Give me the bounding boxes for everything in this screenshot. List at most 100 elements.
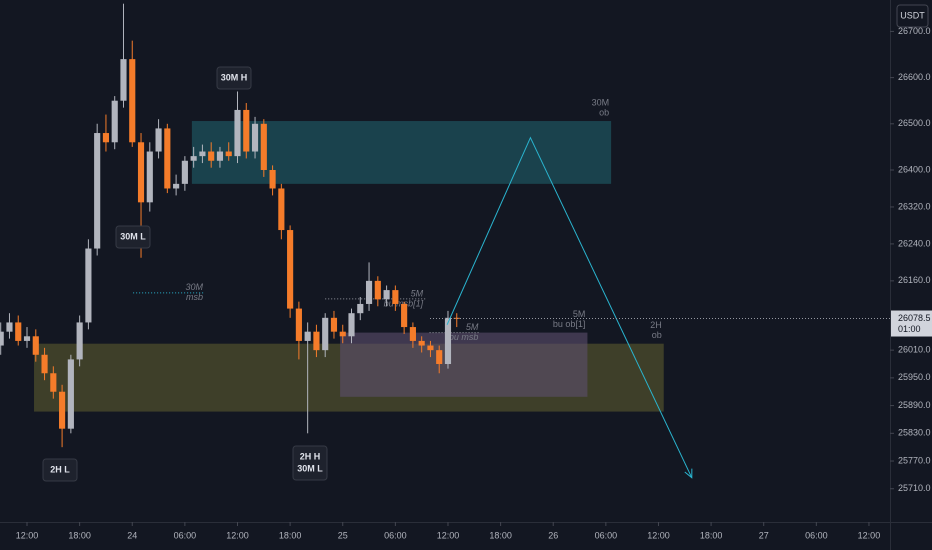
candle-body [137, 142, 145, 203]
x-tick-label: 24 [127, 530, 137, 540]
x-tick-label: 18:00 [279, 530, 302, 540]
y-tick-label: 26240.0 [898, 238, 931, 248]
y-tick-label: 26400.0 [898, 164, 931, 174]
candle-body [76, 322, 83, 360]
zone-label: ob [652, 330, 662, 340]
y-tick-label: 25950.0 [898, 372, 931, 382]
annotation-box [115, 225, 151, 249]
candle-body [111, 100, 118, 143]
candle-body [295, 308, 302, 341]
y-tick-label: 26700.0 [898, 26, 931, 36]
candle-body [146, 151, 153, 203]
candle-body [287, 230, 294, 309]
candle-body [401, 303, 408, 328]
y-tick-label: 26160.0 [898, 275, 931, 285]
x-tick-label: 12:00 [226, 530, 249, 540]
candle-body [6, 322, 13, 332]
annotation-label: 2H H [300, 451, 321, 461]
x-tick-label: 26 [548, 530, 558, 540]
y-tick-label: 26010.0 [898, 345, 931, 355]
candle-body [50, 373, 57, 392]
candle-body [444, 317, 452, 365]
y-tick-label: 25890.0 [898, 400, 931, 410]
y-tick-label: 26600.0 [898, 72, 931, 82]
y-tick-label: 26320.0 [898, 201, 931, 211]
x-tick-label: 12:00 [647, 530, 670, 540]
x-tick-label: 12:00 [16, 530, 39, 540]
candle-body [427, 345, 434, 351]
candle-body [234, 109, 241, 157]
candle-body [243, 109, 250, 152]
candle-body [15, 322, 22, 341]
countdown-label: 01:00 [898, 324, 921, 334]
annotation-box [292, 445, 328, 481]
x-tick-label: 25 [338, 530, 348, 540]
x-tick-label: 27 [759, 530, 769, 540]
candle-body [129, 59, 136, 143]
x-tick-label: 06:00 [595, 530, 618, 540]
annotation-box [42, 458, 78, 482]
annotation-label: 30M H [221, 72, 248, 82]
candle-body [313, 331, 320, 351]
candle-body [383, 290, 390, 300]
zone-label: bu ob[1] [553, 319, 586, 329]
candle-body [374, 280, 381, 300]
y-tick-label: 25830.0 [898, 428, 931, 438]
x-tick-label: 06:00 [384, 530, 407, 540]
last-price-box [891, 310, 932, 337]
candle-body [365, 280, 373, 304]
x-tick-label: 06:00 [805, 530, 828, 540]
candle-body [330, 317, 338, 332]
candle-body [251, 123, 259, 152]
zone-label: ob [599, 107, 609, 117]
candle-body [322, 317, 329, 351]
candle-body [23, 336, 31, 341]
candle-body [67, 359, 74, 429]
annotation-box [216, 66, 252, 90]
annotation-label: 30M L [120, 231, 146, 241]
level-label: bu msb [449, 332, 479, 342]
candle-body [173, 183, 180, 189]
candle-body [41, 354, 48, 374]
y-tick-label: 25770.0 [898, 455, 931, 465]
currency-label[interactable]: USDT [900, 10, 925, 20]
last-price-label: 26078.5 [898, 313, 931, 323]
annotation-label: 30M L [297, 463, 323, 473]
candle-body [260, 123, 267, 170]
zone-label: 30M [592, 97, 610, 107]
projection-line [446, 136, 693, 478]
currency-box[interactable] [896, 4, 929, 28]
x-tick-label: 18:00 [68, 530, 91, 540]
candle-body [208, 151, 215, 161]
candle-body [85, 248, 92, 323]
level-label: 5M [411, 288, 424, 298]
candle-body [0, 331, 4, 346]
candle-body [453, 317, 460, 319]
candle-body [348, 313, 355, 337]
candle-body [418, 340, 425, 346]
x-tick-label: 12:00 [437, 530, 460, 540]
candle-body [436, 350, 443, 365]
candle-body [225, 151, 232, 157]
candle-body [164, 128, 171, 189]
level-label: 30M [186, 282, 204, 292]
candle-body [339, 331, 346, 337]
candle-body [278, 188, 285, 231]
candle-body [181, 160, 188, 184]
x-tick-label: 18:00 [700, 530, 723, 540]
y-tick-label: 26500.0 [898, 118, 931, 128]
candle-body [94, 133, 101, 249]
x-tick-label: 06:00 [174, 530, 197, 540]
zone-label: 5M [573, 309, 586, 319]
x-tick-label: 18:00 [489, 530, 512, 540]
candle-body [102, 133, 110, 143]
candle-body [120, 59, 127, 101]
y-tick-label: 25710.0 [898, 483, 931, 493]
x-tick-label: 12:00 [858, 530, 881, 540]
projection-arrowhead [684, 468, 693, 479]
annotation-label: 2H L [50, 464, 70, 474]
candle-body [269, 169, 276, 189]
